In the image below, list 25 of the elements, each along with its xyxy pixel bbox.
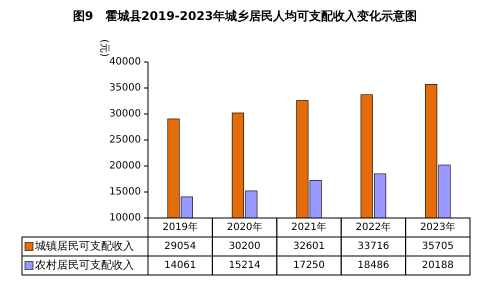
data-label: 33716: [357, 241, 390, 252]
y-tick-label: 35000: [109, 82, 141, 94]
y-tick-label: 25000: [109, 134, 141, 146]
chart-title: 图9 霍城县2019-2023年城乡居民人均可支配收入变化示意图: [72, 9, 418, 23]
y-tick-label: 20000: [109, 160, 141, 172]
data-label: 29054: [164, 241, 196, 252]
legend-label: 农村居民可支配收入: [35, 258, 134, 272]
data-label: 18486: [357, 260, 390, 272]
data-label: 14061: [164, 260, 196, 272]
data-label: 35705: [422, 241, 454, 252]
legend-label: 城镇居民可支配收入: [34, 240, 134, 253]
data-label: 32601: [293, 241, 325, 252]
x-tick-label: 2020年: [226, 221, 262, 234]
data-label: 17250: [293, 260, 325, 272]
data-label: 15214: [228, 260, 261, 272]
y-tick-label: 40000: [109, 56, 141, 68]
x-tick-label: 2023年: [420, 221, 456, 234]
x-tick-label: 2021年: [291, 221, 327, 234]
data-label: 30200: [228, 241, 261, 252]
x-tick-label: 2022年: [356, 221, 392, 234]
data-label: 20188: [422, 260, 454, 272]
x-tick-label: 2019年: [162, 221, 198, 234]
y-tick-label: 30000: [109, 108, 141, 120]
y-tick-label: 15000: [109, 186, 141, 198]
y-axis-title: (元): [98, 39, 110, 57]
